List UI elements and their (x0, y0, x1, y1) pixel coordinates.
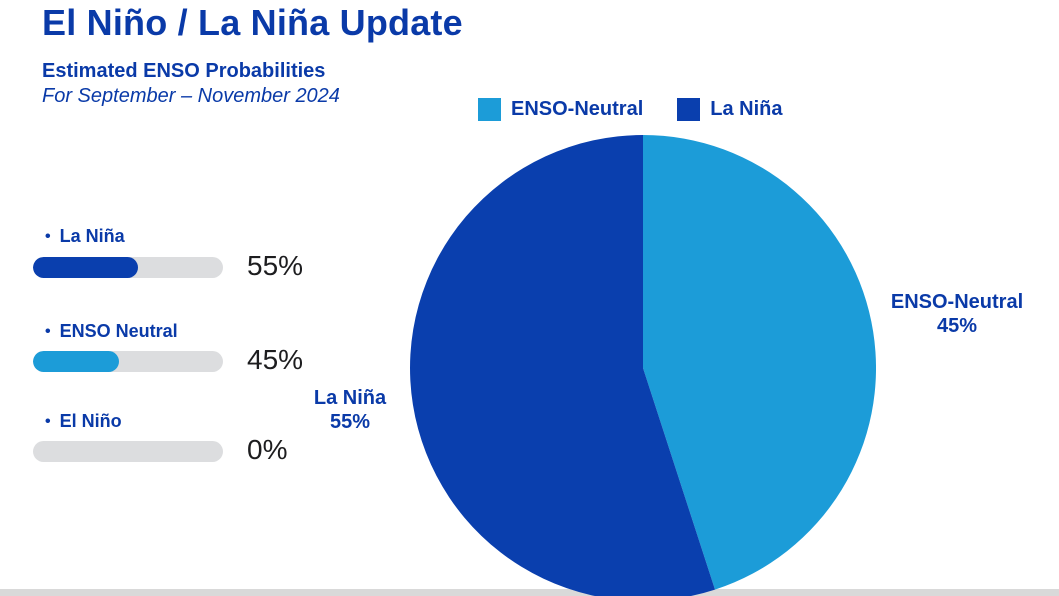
bar-value-la-nina: 55% (247, 250, 304, 281)
bar-fill-la-nina (33, 257, 138, 278)
pie-chart (410, 135, 876, 596)
pie-legend: ENSO-Neutral La Niña (478, 98, 783, 121)
chart-subtitle: Estimated ENSO Probabilities (42, 60, 326, 82)
bar-track-enso-neutral (33, 351, 223, 372)
chart-period: For September – November 2024 (42, 85, 340, 107)
bar-label-text: El Niño (59, 411, 122, 431)
legend-label: ENSO-Neutral (511, 98, 644, 120)
legend-label: La Niña (710, 98, 783, 120)
legend-swatch-enso-neutral (478, 98, 501, 121)
bullet-icon: • (45, 227, 51, 245)
pie-callout-value: 55% (329, 411, 371, 433)
pie-callout-name: La Niña (313, 387, 387, 409)
bar-label-la-nina: • La Niña (45, 226, 125, 247)
bar-label-text: ENSO Neutral (59, 321, 178, 341)
page-title: El Niño / La Niña Update (42, 2, 463, 43)
bottom-edge-strip (0, 589, 1059, 596)
bar-fill-enso-neutral (33, 351, 119, 372)
bar-track-la-nina (33, 257, 223, 278)
bar-value-enso-neutral: 45% (247, 344, 304, 375)
pie-slice-enso-neutral (643, 135, 876, 590)
pie-callout-enso-neutral: ENSO-Neutral 45% (868, 290, 1046, 338)
bar-track-el-nino (33, 441, 223, 462)
pie-callout-value: 45% (936, 315, 978, 337)
bar-label-el-nino: • El Niño (45, 411, 122, 432)
bar-label-text: La Niña (59, 226, 125, 246)
bar-value-el-nino: 0% (247, 434, 288, 465)
legend-item-enso-neutral: ENSO-Neutral (478, 98, 643, 121)
pie-callout-name: ENSO-Neutral (890, 291, 1024, 313)
legend-swatch-la-nina (677, 98, 701, 121)
pie-slice-la-ni-a (410, 135, 715, 596)
bullet-icon: • (45, 412, 51, 430)
pie-callout-la-nina: La Niña 55% (285, 386, 415, 434)
legend-item-la-nina: La Niña (677, 98, 783, 121)
bar-label-enso-neutral: • ENSO Neutral (45, 321, 178, 342)
bullet-icon: • (45, 322, 51, 340)
